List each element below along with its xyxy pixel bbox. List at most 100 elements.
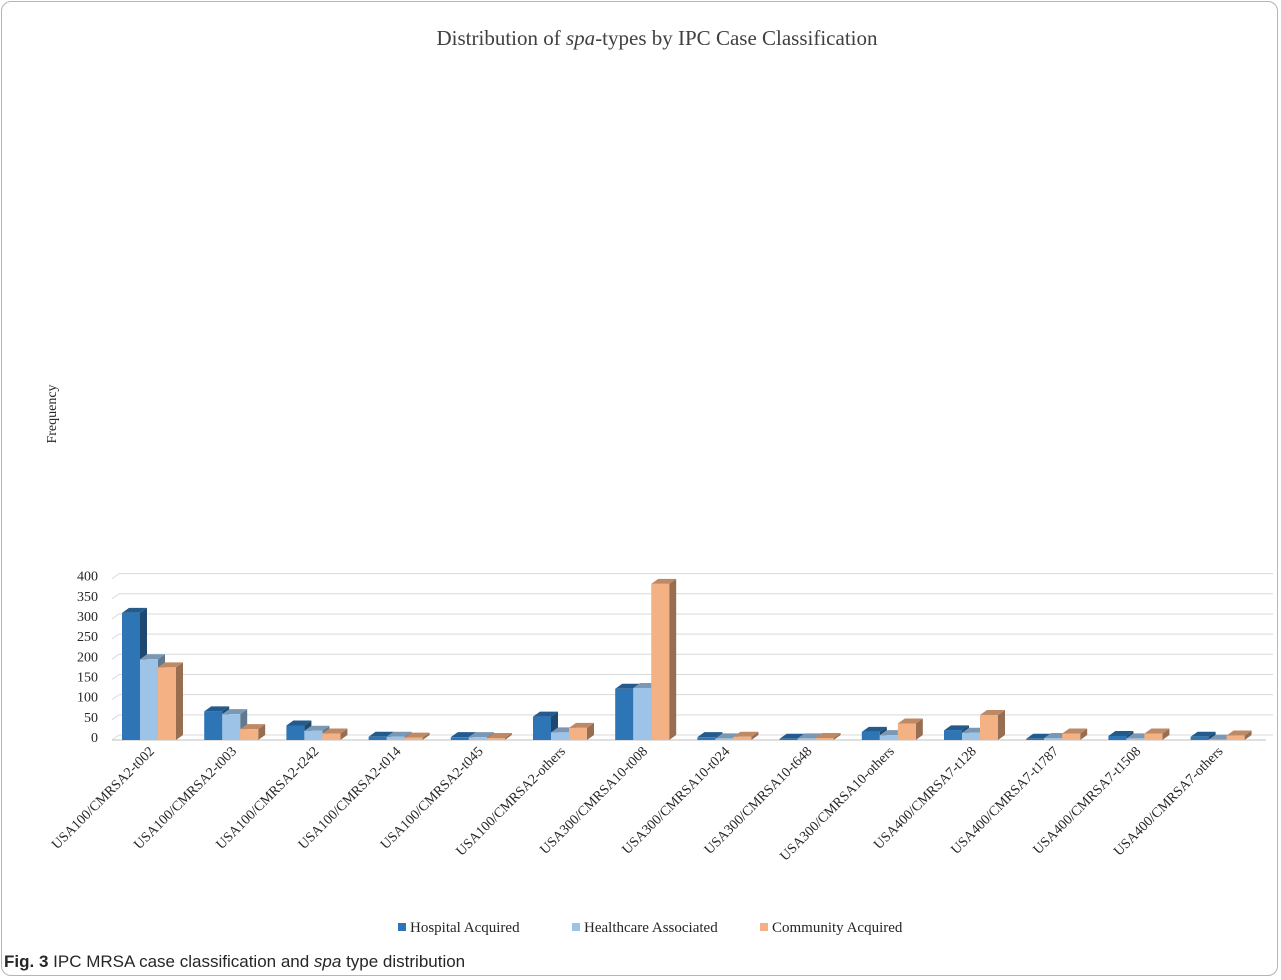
x-tick-labels: USA100/CMRSA2-t002USA100/CMRSA2-t003USA1… bbox=[49, 744, 1226, 864]
bar-front bbox=[1190, 736, 1209, 740]
bar-top bbox=[204, 706, 230, 712]
bar-front bbox=[486, 737, 505, 740]
bar-community-acquired bbox=[651, 578, 677, 740]
bar-side bbox=[176, 662, 183, 740]
title-part-3: -types by IPC Case Classification bbox=[595, 26, 878, 50]
y-tick-label: 300 bbox=[77, 610, 98, 625]
bar-front bbox=[962, 732, 980, 740]
y-tick-label: 350 bbox=[77, 590, 98, 605]
title-part-1: Distribution of bbox=[437, 26, 567, 50]
bar-side bbox=[258, 724, 266, 740]
bar-front bbox=[861, 731, 880, 740]
bar-top bbox=[980, 709, 1005, 715]
bar-front bbox=[980, 714, 998, 740]
bar-top bbox=[404, 732, 430, 738]
bar-side bbox=[504, 732, 512, 740]
bar-front bbox=[715, 738, 734, 740]
bar-front bbox=[797, 738, 816, 740]
bar-community-acquired bbox=[815, 732, 841, 740]
bar-top bbox=[286, 720, 312, 726]
bar-top bbox=[779, 733, 805, 739]
bar-side bbox=[833, 732, 841, 740]
bar-front bbox=[615, 688, 634, 740]
legend-swatch bbox=[760, 923, 768, 931]
bar-front bbox=[651, 583, 670, 740]
gridline-stub bbox=[111, 573, 120, 580]
bar-top bbox=[533, 711, 558, 717]
bar-front bbox=[697, 737, 716, 740]
bar-side bbox=[1208, 731, 1216, 740]
bar-front bbox=[386, 736, 405, 740]
bar-side bbox=[998, 709, 1005, 740]
bar-community-acquired bbox=[1062, 728, 1088, 740]
bar-top bbox=[450, 732, 476, 738]
legend-swatch bbox=[398, 923, 406, 931]
bar-top bbox=[468, 732, 494, 738]
bar-top bbox=[944, 725, 969, 731]
bar-top bbox=[897, 718, 923, 724]
legend-label: Hospital Acquired bbox=[410, 920, 520, 936]
bar-front bbox=[322, 733, 341, 740]
legend-item: Healthcare Associated bbox=[572, 920, 718, 936]
bar-front bbox=[368, 736, 387, 740]
y-tick-label: 400 bbox=[77, 570, 98, 585]
bar-top bbox=[222, 709, 248, 715]
bar-front bbox=[533, 716, 551, 740]
legend-swatch bbox=[572, 923, 580, 931]
bar-front bbox=[1144, 733, 1163, 740]
bar-top bbox=[304, 725, 330, 731]
bar-front bbox=[304, 730, 323, 740]
bar-front bbox=[468, 737, 487, 740]
bar-top bbox=[122, 607, 147, 613]
y-tick-label: 100 bbox=[77, 691, 98, 706]
bar-front bbox=[286, 725, 305, 740]
bar-top bbox=[697, 732, 723, 738]
bar-top bbox=[1226, 730, 1252, 736]
bar-side bbox=[669, 578, 677, 740]
bar-front bbox=[240, 729, 259, 740]
bar-top bbox=[651, 578, 677, 584]
bar-front bbox=[1062, 733, 1081, 740]
bar-front bbox=[404, 737, 423, 740]
title-part-2: spa bbox=[566, 26, 595, 50]
bar-top bbox=[797, 733, 823, 739]
gridlines bbox=[111, 573, 1273, 741]
bar-side bbox=[751, 731, 759, 740]
bar-front bbox=[1108, 735, 1127, 740]
fig-label: Fig. 3 bbox=[4, 952, 49, 971]
y-tick-label: 150 bbox=[77, 670, 98, 685]
bar-front bbox=[222, 714, 241, 740]
bar-front bbox=[879, 735, 898, 740]
bar-top bbox=[569, 722, 594, 728]
bar-side bbox=[587, 722, 594, 740]
gridline-stub bbox=[111, 674, 120, 680]
y-tick-label: 250 bbox=[77, 630, 98, 645]
bar-top bbox=[1062, 728, 1088, 734]
caption-text-italic: spa bbox=[313, 952, 342, 971]
bar-front bbox=[551, 732, 569, 740]
bar-front bbox=[204, 711, 223, 740]
gridline-stub bbox=[111, 653, 120, 660]
bar-top bbox=[1190, 731, 1216, 737]
legend-item: Hospital Acquired bbox=[398, 920, 520, 936]
bar-community-acquired bbox=[240, 724, 266, 740]
bar-side bbox=[340, 728, 348, 740]
bar-community-acquired bbox=[733, 731, 759, 740]
y-tick-label: 50 bbox=[84, 711, 98, 726]
bar-side bbox=[1080, 728, 1088, 740]
bars bbox=[122, 578, 1252, 740]
bar-front bbox=[158, 667, 176, 740]
bar-top bbox=[861, 726, 887, 732]
bar-top bbox=[733, 731, 759, 737]
bar-side bbox=[915, 718, 923, 740]
bar-top bbox=[322, 728, 348, 734]
bar-community-acquired bbox=[486, 732, 512, 740]
bar-community-acquired bbox=[897, 718, 923, 740]
caption-text-1: IPC MRSA case classification and bbox=[48, 952, 314, 971]
bar-front bbox=[944, 730, 962, 740]
bar-top bbox=[386, 731, 412, 737]
bar-community-acquired bbox=[404, 732, 430, 740]
gridline-stub bbox=[111, 714, 120, 721]
bar-top bbox=[158, 662, 183, 668]
